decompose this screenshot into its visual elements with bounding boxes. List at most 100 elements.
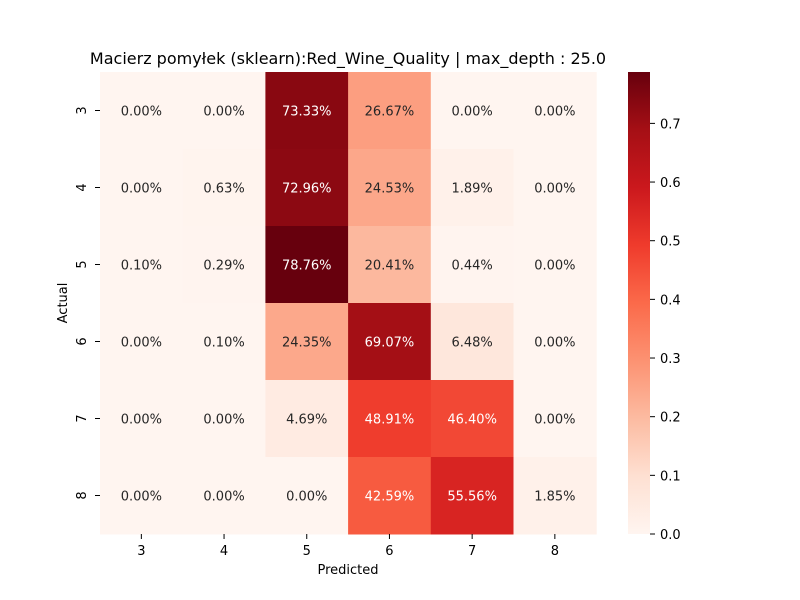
cell-value-label: 0.00% (534, 182, 575, 197)
y-tick-label: 7 (75, 414, 90, 422)
x-tick-label: 4 (220, 544, 228, 559)
cell-value-label: 26.67% (365, 105, 415, 120)
heatmap-cell (265, 226, 349, 304)
cell-value-label: 0.00% (534, 413, 575, 428)
heatmap-cell (513, 149, 597, 227)
cell-value-label: 0.00% (451, 105, 492, 120)
cell-value-label: 0.00% (121, 336, 162, 351)
cell-value-label: 0.00% (203, 413, 244, 428)
cell-value-label: 72.96% (282, 182, 332, 197)
y-tick-label: 4 (75, 183, 90, 191)
heatmap-cell (348, 457, 432, 535)
heatmap-cell (265, 72, 349, 150)
y-tick-label: 8 (75, 491, 90, 499)
heatmap-cell (182, 380, 266, 458)
heatmap-cell (348, 303, 432, 381)
heatmap-cell (348, 380, 432, 458)
heatmap-cell (182, 149, 266, 227)
cell-value-label: 20.41% (365, 259, 415, 274)
cell-value-label: 6.48% (451, 336, 492, 351)
cell-value-label: 0.00% (203, 490, 244, 505)
colorbar-tick-label: 0.5 (660, 235, 681, 250)
colorbar-tick-label: 0.4 (660, 293, 681, 308)
heatmap-cell (100, 303, 184, 381)
heatmap-cells: 0.00% 0.00% 73.33% 26.67% 0.00% 0.00% 0.00% 0.6… (100, 72, 597, 535)
heatmap-cell (265, 457, 349, 535)
heatmap-cell (513, 226, 597, 304)
cell-value-label: 0.00% (534, 259, 575, 274)
heatmap-cell (430, 226, 514, 304)
heatmap-cell (430, 457, 514, 535)
colorbar-tick-label: 0.3 (660, 352, 681, 367)
colorbar-ticks: 0.0 0.1 0.2 0.3 0.4 0.5 0.6 0.7 (650, 117, 681, 543)
colorbar-tick-label: 0.0 (660, 528, 681, 543)
cell-value-label: 42.59% (365, 490, 415, 505)
cell-value-label: 24.35% (282, 336, 332, 351)
cell-value-label: 73.33% (282, 105, 332, 120)
heatmap-cell (430, 380, 514, 458)
heatmap-cell (513, 457, 597, 535)
heatmap-cell (100, 226, 184, 304)
cell-value-label: 1.85% (534, 490, 575, 505)
colorbar-tick-label: 0.1 (660, 469, 681, 484)
cell-value-label: 0.44% (451, 259, 492, 274)
cell-value-label: 69.07% (365, 336, 415, 351)
cell-value-label: 0.00% (121, 182, 162, 197)
heatmap-cell (348, 226, 432, 304)
colorbar-tick-label: 0.2 (660, 411, 681, 426)
heatmap-cell (513, 72, 597, 150)
y-tick-label: 3 (75, 106, 90, 114)
heatmap-cell (265, 303, 349, 381)
heatmap-cell (430, 303, 514, 381)
cell-value-label: 0.10% (203, 336, 244, 351)
heatmap-cell (348, 72, 432, 150)
cell-value-label: 78.76% (282, 259, 332, 274)
cell-value-label: 0.63% (203, 182, 244, 197)
cell-value-label: 46.40% (447, 413, 497, 428)
heatmap-cell (182, 303, 266, 381)
heatmap-cell (265, 380, 349, 458)
heatmap-cell (100, 72, 184, 150)
chart-title: Macierz pomyłek (sklearn):Red_Wine_Quali… (90, 49, 606, 69)
cell-value-label: 1.89% (451, 182, 492, 197)
cell-value-label: 0.00% (286, 490, 327, 505)
cell-value-label: 55.56% (447, 490, 497, 505)
x-tick-label: 7 (468, 544, 476, 559)
colorbar-tick-label: 0.7 (660, 117, 681, 132)
cell-value-label: 4.69% (286, 413, 327, 428)
x-tick-label: 3 (137, 544, 145, 559)
y-tick-label: 5 (75, 260, 90, 268)
axis-ticks: 3 4 5 6 7 8 3 4 5 6 7 8 (75, 106, 559, 559)
heatmap-cell (265, 149, 349, 227)
cell-value-label: 0.29% (203, 259, 244, 274)
heatmap-cell (100, 380, 184, 458)
colorbar-tick-label: 0.6 (660, 176, 681, 191)
heatmap-cell (513, 380, 597, 458)
y-tick-label: 6 (75, 337, 90, 345)
colorbar (628, 72, 650, 534)
cell-value-label: 0.00% (534, 336, 575, 351)
heatmap-cell (513, 303, 597, 381)
x-tick-label: 6 (385, 544, 393, 559)
heatmap-cell (100, 149, 184, 227)
heatmap-cell (100, 457, 184, 535)
x-tick-label: 8 (551, 544, 559, 559)
heatmap-cell (348, 149, 432, 227)
cell-value-label: 24.53% (365, 182, 415, 197)
heatmap-cell (182, 72, 266, 150)
cell-value-label: 0.00% (534, 105, 575, 120)
cell-value-label: 0.10% (121, 259, 162, 274)
heatmap-cell (182, 226, 266, 304)
heatmap-cell (430, 149, 514, 227)
x-axis-label: Predicted (317, 563, 378, 578)
cell-value-label: 0.00% (121, 105, 162, 120)
y-axis-label: Actual (56, 283, 71, 324)
cell-value-label: 48.91% (365, 413, 415, 428)
cell-value-label: 0.00% (121, 413, 162, 428)
heatmap-cell (430, 72, 514, 150)
x-tick-label: 5 (303, 544, 311, 559)
cell-value-label: 0.00% (203, 105, 244, 120)
heatmap-cell (182, 457, 266, 535)
cell-value-label: 0.00% (121, 490, 162, 505)
